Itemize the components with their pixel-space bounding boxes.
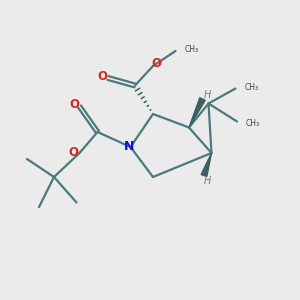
Text: CH₃: CH₃	[184, 45, 199, 54]
Text: O: O	[68, 146, 79, 160]
Text: H: H	[203, 176, 211, 187]
Text: CH₃: CH₃	[244, 82, 259, 91]
Text: CH₃: CH₃	[246, 118, 260, 127]
Text: N: N	[124, 140, 134, 154]
Text: O: O	[151, 57, 161, 70]
Text: O: O	[98, 70, 108, 83]
Text: H: H	[203, 89, 211, 100]
Text: O: O	[69, 98, 79, 112]
Polygon shape	[201, 153, 212, 176]
Polygon shape	[189, 98, 205, 127]
